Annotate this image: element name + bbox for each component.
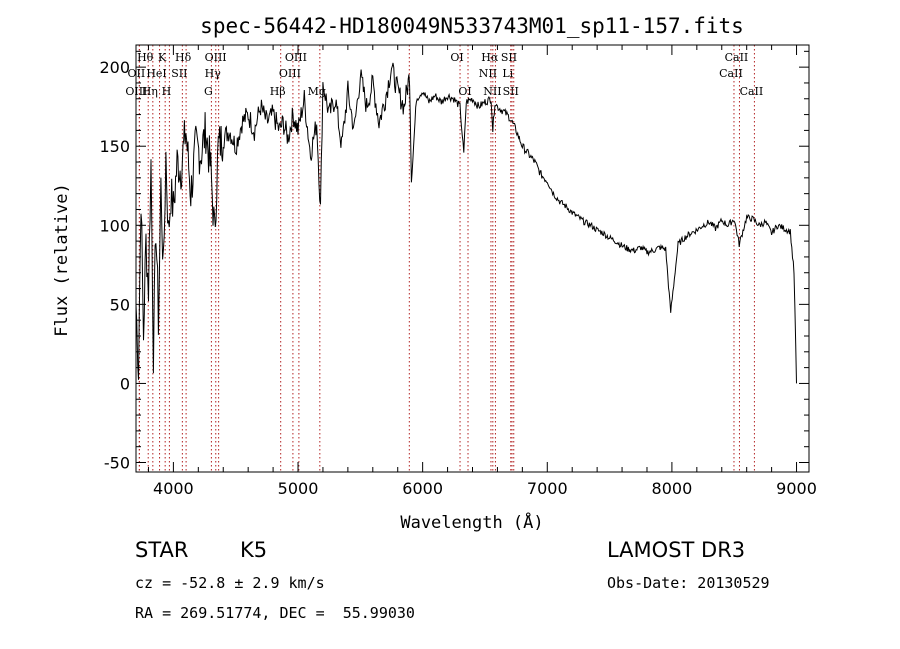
spectral-line-label: Mg bbox=[308, 85, 326, 98]
y-tick-label: 200 bbox=[99, 58, 130, 77]
spectral-line-label: H bbox=[162, 85, 172, 98]
spectral-line-label: Hδ bbox=[175, 51, 192, 64]
y-axis-label: Flux (relative) bbox=[52, 183, 72, 337]
spectral-line-label: Hβ bbox=[270, 85, 286, 98]
spectral-line-label: Hθ bbox=[137, 51, 154, 64]
x-tick-label: 5000 bbox=[278, 479, 319, 498]
plot-frame bbox=[135, 44, 810, 473]
spectral-line-label: Hα bbox=[481, 51, 499, 64]
y-axis: -50 0 50 100 150 200 bbox=[99, 50, 809, 473]
x-tick-label: 4000 bbox=[153, 479, 194, 498]
spectral-line-markers bbox=[138, 45, 755, 472]
chart-title: spec-56442-HD180049N533743M01_sp11-157.f… bbox=[200, 14, 744, 38]
survey-name: LAMOST DR3 bbox=[607, 538, 746, 562]
spectral-line-label: CaII bbox=[740, 85, 764, 98]
x-tick-label: 8000 bbox=[652, 479, 693, 498]
spectral-line-label: OIII bbox=[285, 51, 307, 64]
spectral-line-label: NII bbox=[479, 67, 497, 80]
x-axis: 4000 5000 6000 7000 8000 9000 bbox=[147, 45, 817, 498]
spectral-line-label: Hγ bbox=[205, 67, 222, 80]
x-tick-label: 9000 bbox=[776, 479, 817, 498]
object-subclass: K5 bbox=[240, 538, 268, 562]
flux-series-line bbox=[135, 62, 797, 384]
spectral-line-label: G bbox=[204, 85, 213, 98]
spectral-line-label: K bbox=[158, 51, 167, 64]
x-tick-label: 6000 bbox=[402, 479, 443, 498]
y-tick-label: 0 bbox=[120, 374, 130, 393]
x-axis-label: Wavelength (Å) bbox=[400, 511, 543, 533]
spectral-line-label: CaII bbox=[719, 67, 743, 80]
y-tick-label: 100 bbox=[99, 216, 130, 235]
spectral-line-label: Hη bbox=[142, 85, 158, 98]
spectral-line-label: NII bbox=[483, 85, 501, 98]
redshift-info: cz = -52.8 ± 2.9 km/s bbox=[135, 574, 325, 592]
y-tick-label: 150 bbox=[99, 137, 130, 156]
spectrum-chart: spec-56442-HD180049N533743M01_sp11-157.f… bbox=[52, 14, 817, 533]
y-tick-label: -50 bbox=[104, 454, 130, 473]
spectral-line-label: OIII bbox=[279, 67, 301, 80]
spectral-line-label: Li bbox=[502, 67, 513, 80]
observation-date: Obs-Date: 20130529 bbox=[607, 574, 770, 592]
spectral-line-label: SII bbox=[503, 85, 519, 98]
coordinates-info: RA = 269.51774, DEC = 55.99030 bbox=[135, 604, 415, 622]
spectral-line-label: SII bbox=[501, 51, 517, 64]
spectral-line-label: OIII bbox=[205, 51, 227, 64]
spectral-line-label: OI bbox=[450, 51, 463, 64]
spectral-line-label: SII bbox=[171, 67, 187, 80]
x-tick-label: 7000 bbox=[527, 479, 568, 498]
spectral-line-label: OI bbox=[458, 85, 471, 98]
y-tick-label: 50 bbox=[110, 295, 130, 314]
object-class: STAR bbox=[135, 538, 189, 562]
spectral-line-label: CaII bbox=[725, 51, 749, 64]
spectral-line-label: HeI bbox=[146, 67, 166, 80]
